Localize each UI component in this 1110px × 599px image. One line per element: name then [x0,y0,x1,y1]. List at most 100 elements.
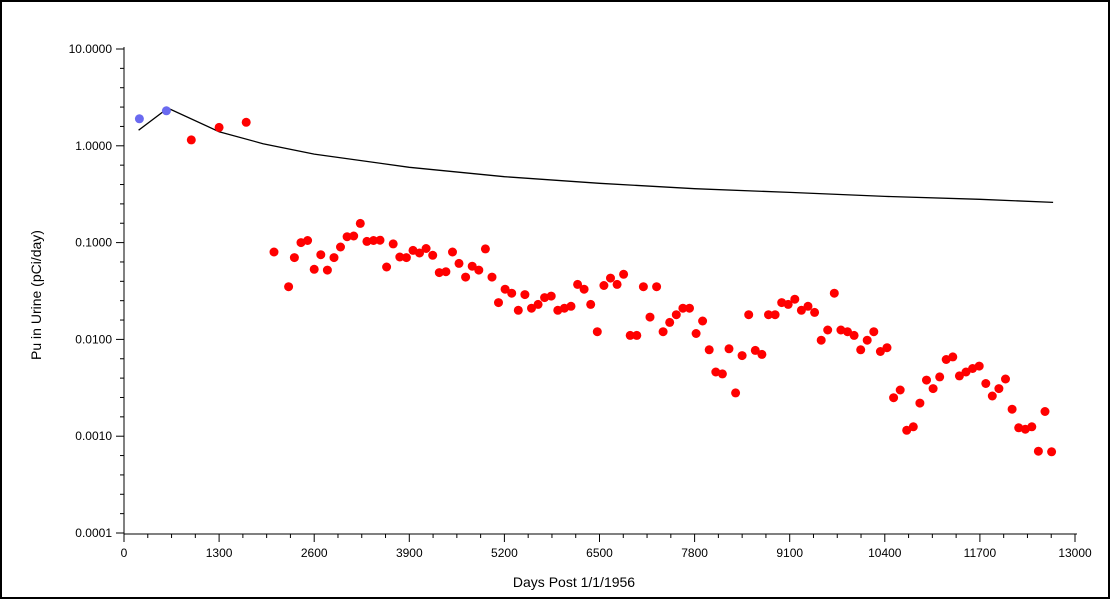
red-data-point [829,288,839,298]
red-data-point [816,335,826,345]
red-data-point [546,291,556,301]
red-data-point [685,303,694,313]
axes [116,47,1077,542]
red-data-point [186,135,196,145]
red-data-point [895,385,905,395]
red-data-point [731,388,741,398]
x-tick-label: 13000 [1058,546,1092,560]
red-data-point [790,294,800,304]
red-data-point [875,347,885,356]
red-data-point [856,345,866,355]
red-data-point [764,310,773,320]
red-data-point [783,299,793,309]
x-tick-label: 9100 [776,546,803,560]
red-data-point [724,344,734,354]
red-data-point [303,236,313,245]
red-data-point [421,244,431,253]
red-data-point [1007,404,1017,414]
red-data-point [241,117,251,127]
red-data-point [269,247,279,257]
red-data-point [533,299,543,309]
red-data-point [494,298,503,308]
red-data-point [520,290,530,300]
red-data-point [981,379,991,388]
red-data-point [467,261,477,271]
red-data-point [717,369,727,379]
red-data-point [434,268,444,278]
red-data-point [612,279,622,289]
red-data-point [336,242,345,252]
red-data-point [1027,422,1037,432]
red-data-point [619,269,629,279]
red-data-point [487,272,497,282]
red-data-point [678,303,688,313]
plot-area [134,106,1057,457]
red-data-point [948,352,958,362]
red-data-point [382,262,392,272]
x-axis-title: Days Post 1/1/1956 [513,574,635,590]
red-data-point [1001,374,1010,384]
red-data-point [606,273,615,283]
blue-data-point [134,114,144,124]
red-data-point [994,384,1004,394]
red-data-point [849,330,859,340]
x-tick-label: 11700 [964,546,997,560]
red-data-point [902,425,912,435]
red-data-point [322,265,332,275]
red-data-point [316,250,326,260]
red-data-point [599,281,609,290]
x-tick-label: 6500 [586,546,613,560]
y-tick-label: 1.0000 [75,139,112,153]
red-data-point [355,218,365,228]
red-data-point [889,393,899,403]
red-data-point [586,299,596,309]
red-data-point [974,361,984,371]
x-tick-label: 3900 [396,546,423,560]
red-data-point [882,343,892,353]
red-data-point [645,312,655,322]
x-tick-label: 0 [121,546,128,560]
red-data-point [415,248,424,258]
red-data-point [395,252,405,262]
red-data-point [823,325,833,335]
red-data-point [935,372,945,382]
red-data-point [698,316,708,326]
red-data-point [961,367,971,377]
red-data-point [862,335,872,345]
red-data-point [507,288,517,298]
red-data-point [922,375,931,385]
red-data-point [401,253,411,263]
red-data-point [592,327,602,337]
red-data-point [579,284,589,294]
y-tick-label: 10.0000 [69,42,113,56]
red-data-point [665,317,675,327]
y-tick-label: 0.0001 [75,526,112,540]
red-data-point [625,330,635,340]
red-data-point [480,244,490,254]
red-data-point [1040,407,1050,416]
red-data-point [704,345,714,355]
y-tick-label: 0.1000 [75,236,112,250]
x-tick-label: 1300 [206,546,233,560]
red-data-point [214,122,224,132]
red-data-point [289,253,299,263]
red-data-point [461,272,471,282]
red-data-point [1033,446,1043,456]
red-data-point [843,327,852,337]
fit-curve-line [138,107,1054,204]
red-data-point [362,236,372,246]
red-data-point [908,422,918,432]
red-data-point [1047,447,1057,457]
red-data-point [309,264,319,274]
red-data-point [513,305,523,315]
red-data-point [573,279,583,289]
red-data-point [770,310,780,320]
red-data-point [796,305,806,315]
x-tick-label: 2600 [301,546,328,560]
red-data-point [652,282,662,292]
red-data-point [658,327,668,337]
red-data-point [474,265,484,275]
red-data-point [632,330,642,340]
